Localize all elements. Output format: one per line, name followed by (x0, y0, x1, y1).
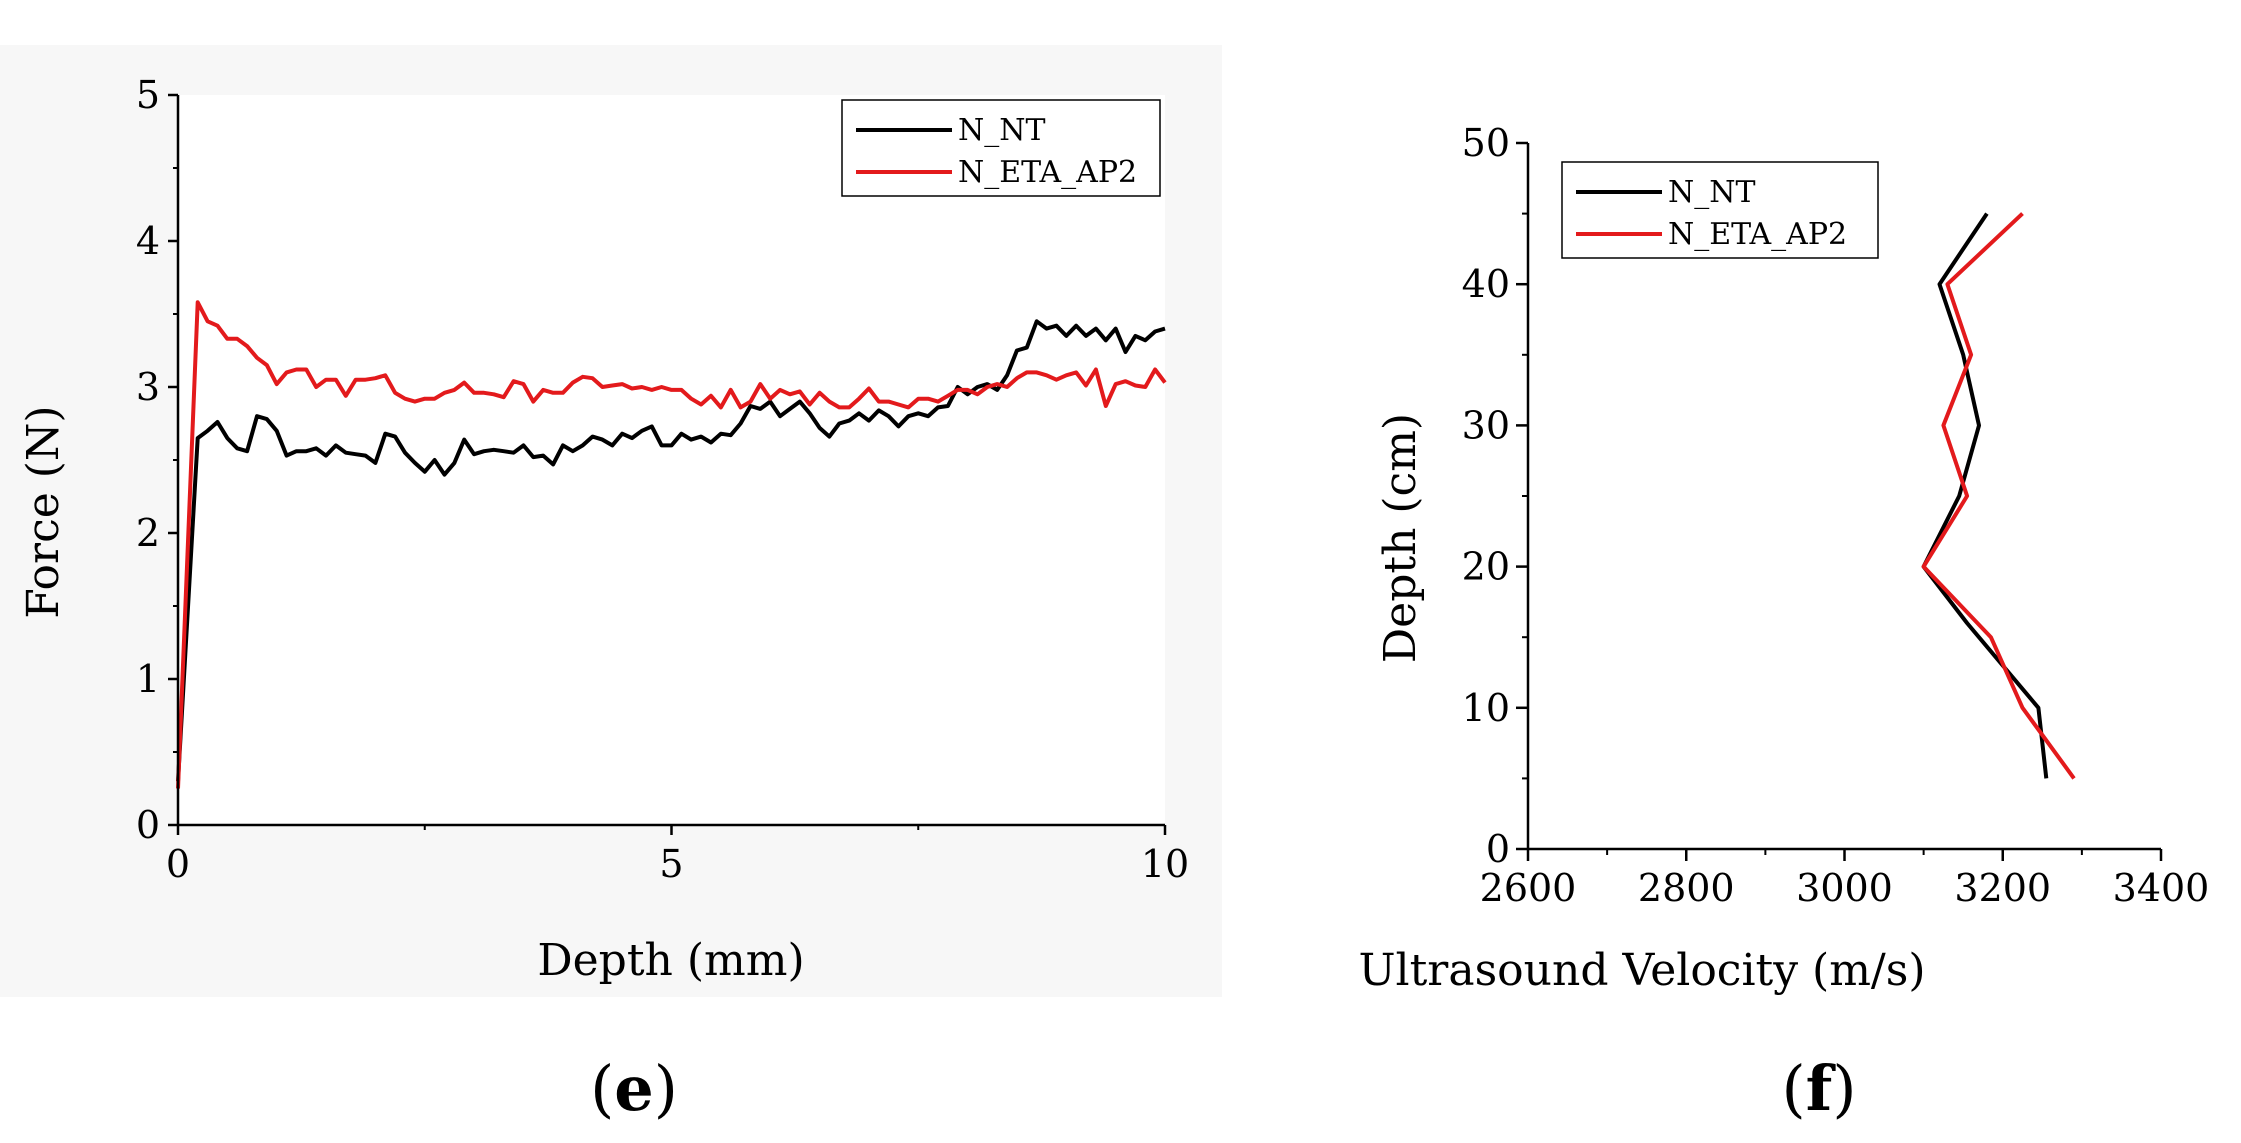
y-tick-label: 4 (136, 219, 160, 263)
x-tick-label: 2600 (1480, 866, 1577, 910)
y-axis-title: Depth (cm) (1375, 413, 1426, 663)
y-tick-label: 0 (136, 803, 160, 847)
y-tick-label: 40 (1462, 262, 1510, 306)
chart-panel-f: 0 10 20 30 40 50 2600 2800 3000 3200 3400 Ultrasou… (1358, 121, 2209, 996)
chart-panel-e: 0 1 2 3 4 5 0 5 10 Depth (mm) Force (N) N_NT N_ET… (0, 45, 1222, 997)
series-line-n-eta-ap2 (1921, 212, 2076, 780)
legend-label: N_NT (958, 113, 1046, 148)
series-line-n-eta-ap2 (176, 300, 1167, 789)
y-tick-label: 5 (136, 73, 160, 117)
x-tick-label: 2800 (1638, 866, 1735, 910)
x-axis-title: Depth (mm) (537, 935, 804, 986)
y-axis-title: Force (N) (18, 405, 69, 618)
x-tick-label: 5 (659, 842, 683, 886)
plot-area (178, 95, 1165, 825)
legend-label: N_ETA_AP2 (958, 155, 1137, 190)
legend-box (841, 99, 1161, 197)
legend-label: N_NT (1668, 175, 1756, 210)
legend-box (1561, 161, 1879, 259)
y-tick-label: 2 (136, 511, 160, 555)
y-tick-label: 20 (1462, 545, 1510, 589)
legend-label: N_ETA_AP2 (1668, 217, 1847, 252)
x-axis-title: Ultrasound Velocity (m/s) (1358, 945, 1925, 996)
series-line-n-nt (1921, 212, 2049, 779)
y-tick-label: 3 (136, 365, 160, 409)
panel-label-e: (e) (590, 1052, 678, 1125)
x-tick-label: 3000 (1796, 866, 1893, 910)
series-line-n-nt (176, 319, 1166, 782)
x-tick-label: 3200 (1954, 866, 2051, 910)
y-tick-label: 10 (1462, 686, 1510, 730)
x-tick-label: 0 (166, 842, 190, 886)
x-tick-label: 3400 (2113, 866, 2210, 910)
y-tick-label: 0 (1486, 827, 1510, 871)
y-tick-label: 1 (136, 657, 160, 701)
panel-label-f: (f) (1781, 1052, 1856, 1125)
y-tick-label: 30 (1462, 403, 1510, 447)
x-tick-label: 10 (1141, 842, 1189, 886)
y-tick-label: 50 (1462, 121, 1510, 165)
